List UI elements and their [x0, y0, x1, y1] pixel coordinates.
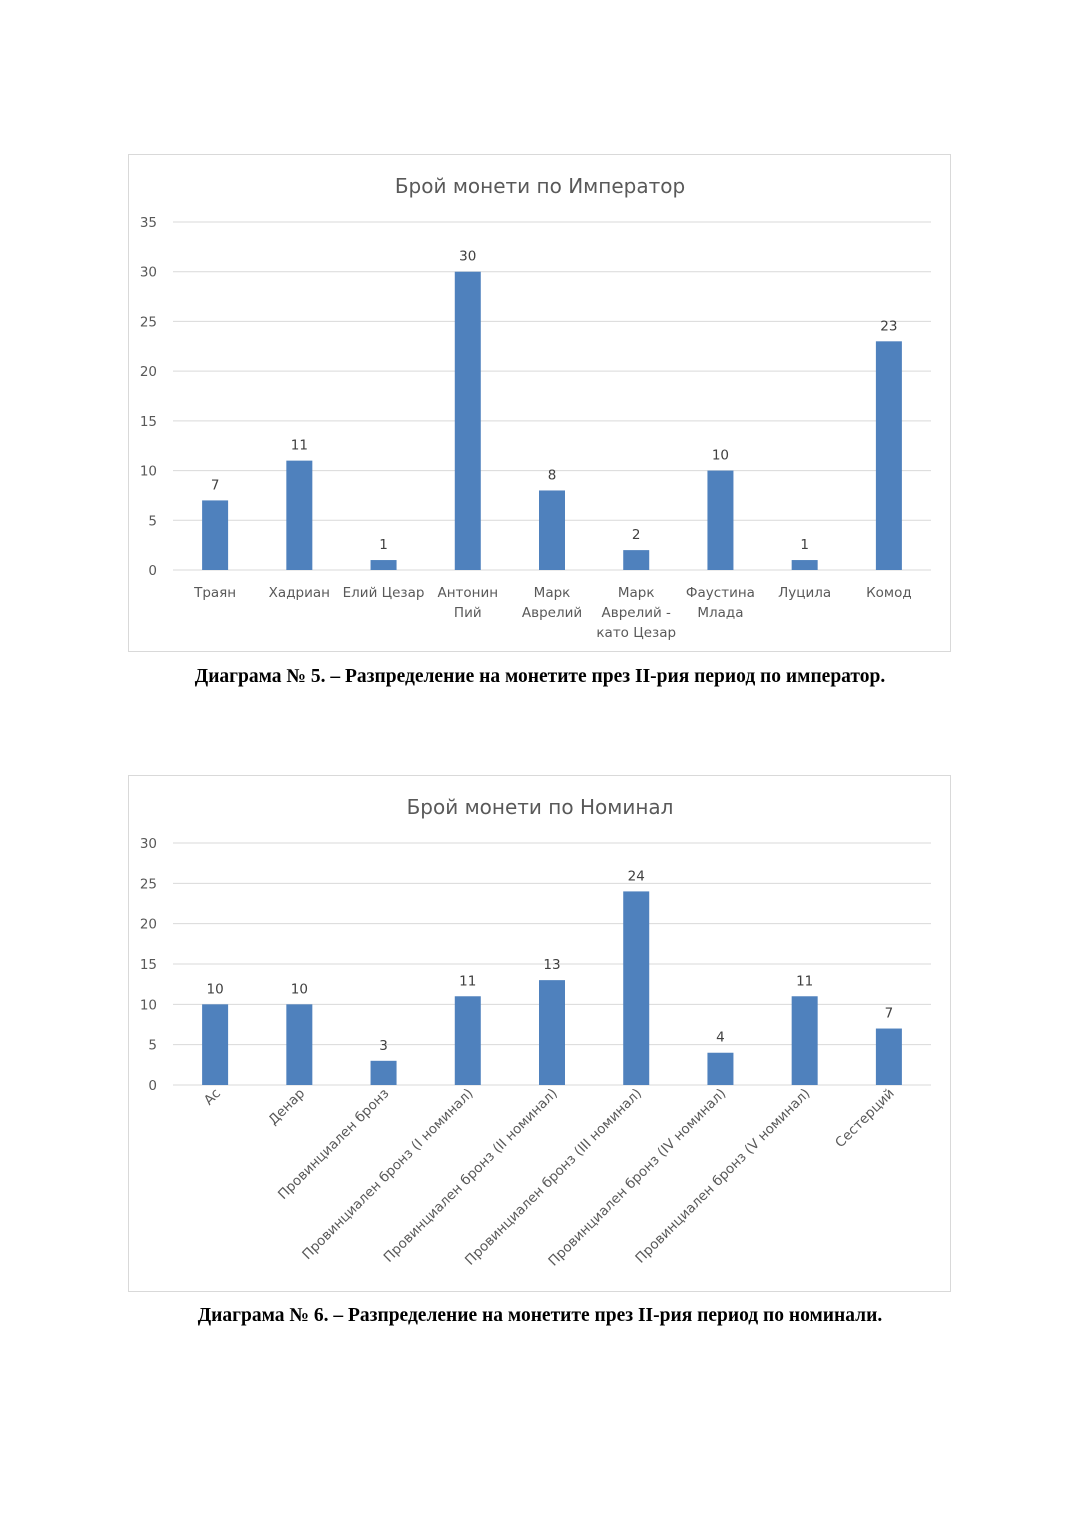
- data-label: 7: [885, 1006, 894, 1022]
- y-tick-label: 15: [140, 414, 157, 430]
- y-tick-label: 25: [140, 876, 157, 892]
- x-tick-label: Провинциален бронз (V номинал): [632, 1086, 813, 1267]
- x-tick-label-line: Млада: [697, 605, 743, 621]
- caption-diagram-5: Диаграма № 5. – Разпределение на монетит…: [194, 666, 886, 687]
- data-label: 4: [716, 1030, 725, 1046]
- x-tick-label-line: Аврелий -: [602, 605, 672, 621]
- x-tick-label: Провинциален бронз (I номинал): [299, 1086, 476, 1263]
- x-tick-label: Марк Аврелий: [522, 585, 582, 621]
- bar: [286, 1004, 313, 1085]
- x-tick-label: Провинциален бронз (II номинал): [381, 1086, 561, 1266]
- y-tick-label: 5: [148, 513, 157, 529]
- x-tick-label: Комод: [866, 585, 912, 601]
- bar: [707, 1052, 734, 1085]
- x-tick-label: Луцила: [778, 585, 831, 601]
- x-tick-label: Денар: [265, 1086, 308, 1129]
- data-label: 10: [207, 981, 224, 997]
- data-label: 11: [459, 973, 476, 989]
- data-label: 7: [211, 477, 220, 493]
- y-tick-label: 10: [140, 997, 157, 1013]
- bar: [623, 550, 650, 570]
- data-label: 10: [712, 448, 729, 464]
- caption-diagram-6: Диаграма № 6. – Разпределение на монетит…: [197, 1305, 883, 1326]
- x-tick-label-line: Марк: [534, 585, 571, 601]
- y-tick-label: 15: [140, 957, 157, 973]
- data-label: 1: [800, 537, 809, 553]
- bar: [791, 560, 818, 570]
- bar: [875, 341, 902, 570]
- x-tick-label-line: Антонин: [437, 585, 498, 601]
- x-tick-label-line: Марк: [618, 585, 655, 601]
- x-tick-label-line: Фаустина: [686, 585, 755, 601]
- x-tick-label: Провинциален бронз (IV номинал): [545, 1086, 729, 1270]
- bar: [202, 500, 229, 570]
- x-tick-label: Хадриан: [269, 585, 330, 601]
- y-tick-label: 30: [140, 265, 157, 281]
- data-label: 2: [632, 527, 641, 543]
- y-tick-label: 30: [140, 836, 157, 852]
- bar: [202, 1004, 229, 1085]
- bar: [539, 980, 565, 1085]
- bar: [286, 460, 313, 570]
- x-tick-label: Ас: [201, 1086, 224, 1109]
- y-tick-label: 35: [140, 215, 157, 231]
- x-tick-label-line: Пий: [454, 605, 482, 621]
- y-tick-label: 0: [148, 563, 157, 579]
- x-tick-label: Траян: [193, 585, 236, 601]
- bar: [370, 560, 397, 570]
- x-tick-label: Марк Аврелий - като Цезар: [596, 585, 676, 641]
- data-label: 13: [543, 957, 560, 973]
- y-tick-label: 20: [140, 364, 157, 380]
- bar: [707, 470, 734, 570]
- bar: [875, 1028, 902, 1085]
- x-tick-label-line: Аврелий: [522, 605, 582, 621]
- bar: [791, 996, 818, 1085]
- y-tick-label: 25: [140, 314, 157, 330]
- y-tick-label: 20: [140, 917, 157, 933]
- x-tick-label: Фаустина Млада: [686, 585, 755, 621]
- data-label: 1: [379, 537, 388, 553]
- x-tick-label-line: Луцила: [778, 585, 831, 601]
- data-label: 11: [291, 438, 308, 454]
- x-tick-label-line: Хадриан: [269, 585, 330, 601]
- data-label: 24: [628, 868, 645, 884]
- chart-coins-by-denomination: Брой монети по Номинал 0 5 10 15 20 25 30 10 Ас 10…: [128, 775, 951, 1292]
- data-label: 3: [379, 1038, 388, 1054]
- chart-title: Брой монети по Император: [395, 174, 685, 198]
- bar: [623, 891, 650, 1085]
- y-tick-label: 10: [140, 464, 157, 480]
- data-label: 8: [548, 467, 557, 483]
- chart-svg: Брой монети по Император 0 5 10 15 20 25 30 35 7 Т…: [140, 174, 931, 641]
- x-tick-label: Сестерций: [832, 1086, 898, 1152]
- y-tick-label: 0: [148, 1078, 157, 1094]
- chart-svg: Брой монети по Номинал 0 5 10 15 20 25 30 10 Ас 10…: [140, 795, 931, 1270]
- data-label: 10: [291, 981, 308, 997]
- chart-title: Брой монети по Номинал: [407, 795, 674, 819]
- data-label: 23: [880, 318, 897, 334]
- bar: [454, 271, 481, 570]
- bar: [370, 1060, 397, 1085]
- x-tick-label: Провинциален бронз (III номинал): [462, 1086, 645, 1269]
- x-tick-label-line: Траян: [193, 585, 236, 601]
- data-label: 11: [796, 973, 813, 989]
- bar: [539, 490, 565, 570]
- y-tick-label: 5: [148, 1038, 157, 1054]
- bar: [454, 996, 481, 1085]
- data-label: 30: [459, 249, 476, 265]
- x-tick-label-line: Комод: [866, 585, 912, 601]
- x-tick-label: Елий Цезар: [343, 585, 425, 601]
- x-tick-label-line: Елий Цезар: [343, 585, 425, 601]
- chart-coins-by-emperor: Брой монети по Император 0 5 10 15 20 25 30 35 7 Т…: [128, 154, 951, 652]
- x-tick-label-line: като Цезар: [596, 625, 676, 641]
- x-tick-label: Антонин Пий: [437, 585, 498, 621]
